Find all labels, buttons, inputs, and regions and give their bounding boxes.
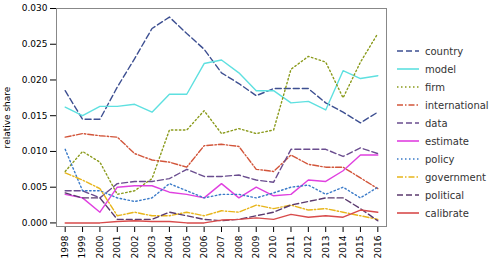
svg-text:2011: 2011 xyxy=(286,236,296,259)
svg-text:2003: 2003 xyxy=(147,236,157,259)
svg-text:1999: 1999 xyxy=(77,235,87,258)
svg-text:0.010: 0.010 xyxy=(22,146,48,156)
svg-text:2013: 2013 xyxy=(321,236,331,259)
svg-text:2000: 2000 xyxy=(95,235,105,258)
svg-text:0.005: 0.005 xyxy=(22,182,48,192)
svg-text:2016: 2016 xyxy=(373,235,383,258)
html-text:data: data xyxy=(425,117,448,129)
svg-text:0.030: 0.030 xyxy=(22,3,48,13)
html-text:model: model xyxy=(425,63,457,75)
svg-text:2006: 2006 xyxy=(199,235,209,258)
html-text:international: international xyxy=(425,99,489,111)
svg-text:0.015: 0.015 xyxy=(22,111,48,121)
svg-text:1998: 1998 xyxy=(60,235,70,258)
html-text:political: political xyxy=(425,189,465,201)
svg-text:2015: 2015 xyxy=(355,236,365,259)
html-text:government: government xyxy=(425,171,486,183)
html-text:country: country xyxy=(425,45,464,57)
svg-text:2008: 2008 xyxy=(234,235,244,258)
html-text:firm: firm xyxy=(425,81,445,93)
svg-text:2002: 2002 xyxy=(130,236,140,259)
html-text:policy: policy xyxy=(425,153,455,165)
svg-text:2010: 2010 xyxy=(268,235,278,258)
svg-text:0.025: 0.025 xyxy=(22,39,48,49)
svg-text:2014: 2014 xyxy=(338,235,348,258)
svg-text:2005: 2005 xyxy=(182,236,192,259)
svg-text:2009: 2009 xyxy=(251,235,261,258)
svg-text:relative share: relative share xyxy=(2,86,12,148)
svg-text:0.020: 0.020 xyxy=(22,75,48,85)
html-text:estimate: estimate xyxy=(425,135,469,147)
svg-text:2004: 2004 xyxy=(164,235,174,258)
html-text:calibrate: calibrate xyxy=(425,207,469,219)
svg-text:2001: 2001 xyxy=(112,236,122,259)
svg-text:2007: 2007 xyxy=(216,236,226,259)
svg-text:0.000: 0.000 xyxy=(22,218,48,228)
svg-text:2012: 2012 xyxy=(303,236,313,259)
